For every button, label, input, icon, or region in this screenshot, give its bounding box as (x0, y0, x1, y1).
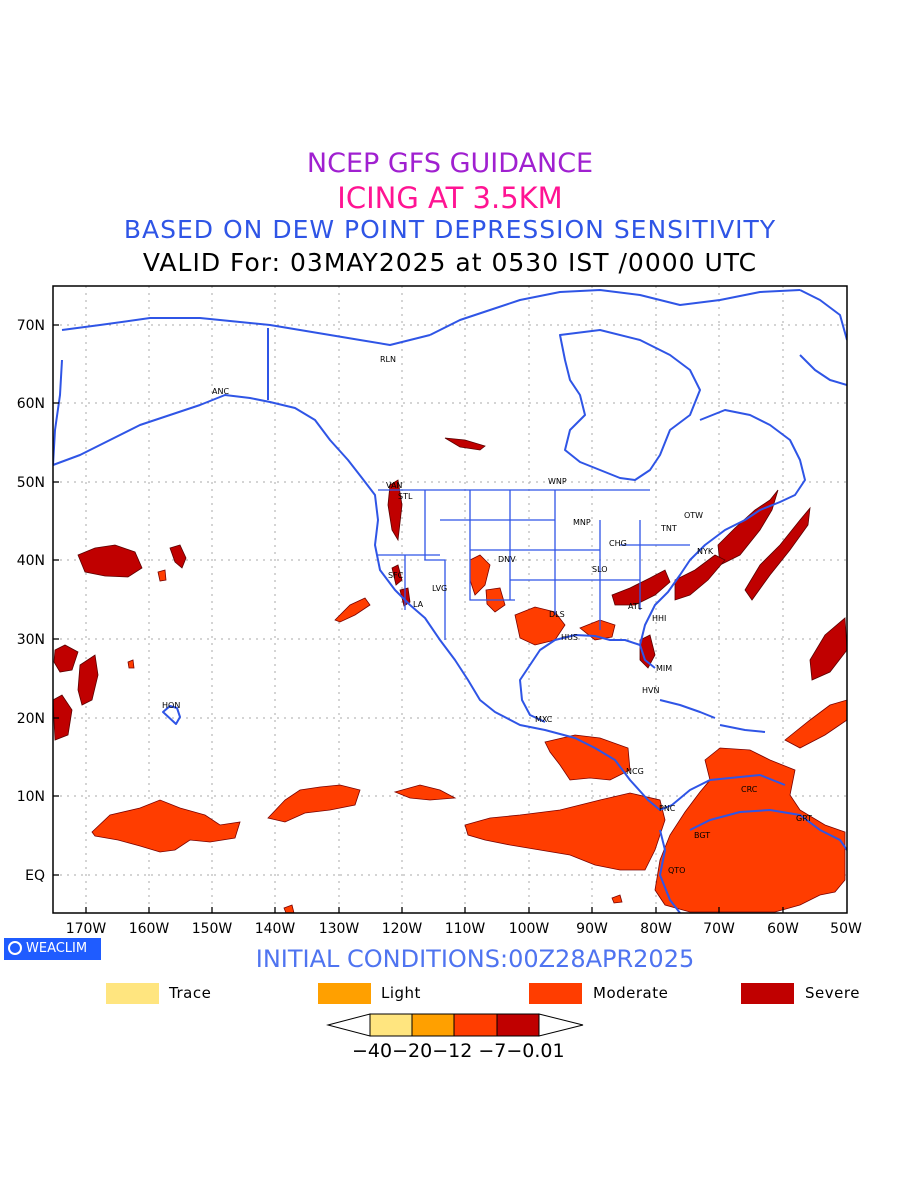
lat-label: EQ (25, 868, 45, 884)
title-line-1: NCEP GFS GUIDANCE (306, 148, 594, 179)
legend-swatch-trace (106, 983, 159, 1004)
logo-ring-icon (8, 941, 22, 955)
logo-text: WEACLIM (26, 941, 88, 956)
colorbar-right-arrow (538, 1013, 584, 1037)
lat-label: 40N (17, 553, 45, 569)
lon-label: 130W (319, 921, 360, 937)
city-label: ANC (212, 387, 229, 396)
lon-label: 80W (640, 921, 672, 937)
colorbar-left-arrow (326, 1013, 371, 1037)
lat-label: 70N (17, 318, 45, 334)
lon-label: 160W (129, 921, 170, 937)
lon-label: 50W (830, 921, 862, 937)
longitude-labels: 170W 160W 150W 140W 130W 120W 110W 100W … (66, 921, 862, 937)
city-label: MXC (535, 715, 553, 724)
lon-label: 60W (767, 921, 799, 937)
city-label: QTO (668, 866, 685, 875)
city-label: DNV (498, 555, 516, 564)
city-label: CHG (609, 539, 627, 548)
city-label: OTW (684, 511, 703, 520)
lat-label: 10N (17, 789, 45, 805)
city-label: MIM (656, 664, 672, 673)
city-label: GRT (796, 814, 812, 823)
city-label: CRC (741, 785, 758, 794)
coastlines (53, 289, 847, 913)
icing-severe-areas (53, 437, 847, 741)
title-line-2: ICING AT 3.5KM (337, 181, 563, 215)
city-label: HHI (652, 614, 666, 623)
state-borders (378, 489, 690, 640)
colorbar-segment-severe (496, 1013, 540, 1037)
latitude-labels: 70N 60N 50N 40N 30N 20N 10N EQ (17, 318, 45, 884)
legend-label-moderate: Moderate (593, 984, 669, 1002)
city-label: ATL (628, 602, 643, 611)
legend-label-light: Light (381, 984, 421, 1002)
weaclim-logo: WEACLIM (4, 938, 101, 960)
map-content (53, 286, 847, 913)
city-label: HON (162, 701, 180, 710)
map-frame (52, 285, 848, 914)
colorbar (326, 1013, 584, 1037)
title-line-3: BASED ON DEW POINT DEPRESSION SENSITIVIT… (123, 215, 777, 244)
city-label: MNP (573, 518, 591, 527)
city-label: LVG (432, 584, 447, 593)
lon-label: 90W (576, 921, 608, 937)
city-label: SFC (388, 571, 404, 580)
lon-label: 150W (192, 921, 233, 937)
lon-label: 110W (445, 921, 486, 937)
legend-label-severe: Severe (805, 984, 860, 1002)
city-label: HVN (642, 686, 659, 695)
lon-label: 100W (509, 921, 550, 937)
legend-swatch-severe (741, 983, 794, 1004)
legend-swatch-moderate (529, 983, 582, 1004)
city-label: STL (398, 492, 413, 501)
city-label: DLS (549, 610, 565, 619)
lat-label: 50N (17, 475, 45, 491)
legend-swatch-light (318, 983, 371, 1004)
city-label: TNT (660, 524, 677, 533)
city-label: LA (413, 600, 424, 609)
icing-moderate-areas (91, 554, 847, 913)
lon-label: 70W (703, 921, 735, 937)
lat-label: 20N (17, 711, 45, 727)
lon-label: 170W (66, 921, 107, 937)
lat-label: 60N (17, 396, 45, 412)
legend-label-trace: Trace (169, 984, 212, 1002)
colorbar-segment-light (411, 1013, 455, 1037)
city-label: WNP (548, 477, 567, 486)
city-labels: RLN ANC VAN STL WNP OTW MNP TNT CHG NYK … (162, 355, 812, 875)
colorbar-tick-labels: −40−20−12 −7−0.01 (352, 1040, 565, 1062)
city-label: VAN (386, 481, 402, 490)
city-label: PNC (659, 804, 676, 813)
colorbar-segment-trace (369, 1013, 413, 1037)
city-label: BGT (694, 831, 710, 840)
lon-label: 140W (255, 921, 296, 937)
lon-label: 120W (382, 921, 423, 937)
city-label: RLN (380, 355, 396, 364)
valid-time: VALID For: 03MAY2025 at 0530 IST /0000 U… (142, 248, 758, 277)
initial-conditions: INITIAL CONDITIONS:00Z28APR2025 (255, 945, 695, 973)
city-label: NCG (626, 767, 644, 776)
city-label: HUS (561, 633, 578, 642)
colorbar-segment-moderate (453, 1013, 498, 1037)
axis-ticks (53, 324, 784, 913)
city-label: NYK (697, 547, 714, 556)
lat-label: 30N (17, 632, 45, 648)
city-label: SLO (592, 565, 608, 574)
